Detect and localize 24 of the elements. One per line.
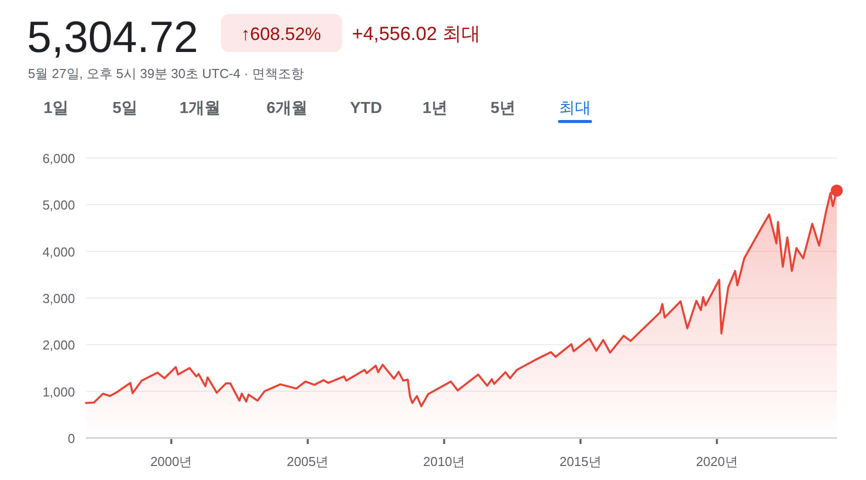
text: 1년 xyxy=(422,100,448,117)
x-tick-label: 2020년 xyxy=(696,454,738,469)
text: 최대 xyxy=(559,100,591,117)
x-tick-label: 2005년 xyxy=(286,454,329,469)
x-tick-label: 2015년 xyxy=(560,454,602,469)
text: 1개월 xyxy=(180,100,220,117)
y-tick-label: 5,000 xyxy=(42,198,75,213)
y-tick-label: 3,000 xyxy=(42,291,75,306)
x-tick-label: 2000년 xyxy=(150,454,192,469)
text: 5년 xyxy=(490,100,516,117)
y-tick-label: 1,000 xyxy=(42,384,75,400)
y-tick-label: 4,000 xyxy=(42,244,75,260)
text: ↑608.52% xyxy=(240,24,322,44)
text: +4,556.02 최대 xyxy=(352,24,480,45)
chart-subtitle: 5월 27일, 오후 5시 39분 30초 UTC-4 · 면책조항 xyxy=(28,66,304,81)
y-tick-label: 0 xyxy=(68,431,75,446)
y-tick-label: 2,000 xyxy=(42,338,75,353)
text: 5일 xyxy=(112,100,138,117)
x-tick-label: 2010년 xyxy=(423,454,466,469)
y-tick-label: 6,000 xyxy=(42,151,75,166)
text: 1일 xyxy=(44,100,68,117)
chart-title: 5,304.72 xyxy=(27,13,198,62)
text: 6개월 xyxy=(266,100,308,117)
text: YTD xyxy=(350,100,382,117)
